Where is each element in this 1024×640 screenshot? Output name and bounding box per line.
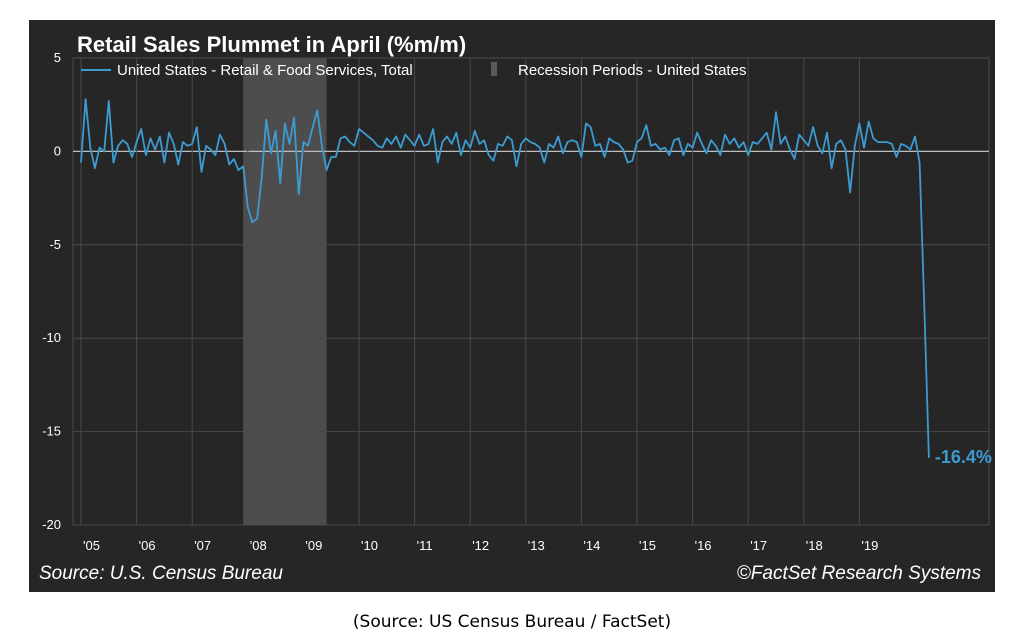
y-tick-label: 5 xyxy=(54,50,61,65)
x-tick-label: '17 xyxy=(750,538,767,553)
x-tick-label: '16 xyxy=(695,538,712,553)
source-note: Source: U.S. Census Bureau xyxy=(39,563,283,584)
x-tick-label: '15 xyxy=(639,538,656,553)
x-tick-label: '10 xyxy=(361,538,378,553)
x-tick-label: '08 xyxy=(250,538,267,553)
x-tick-label: '14 xyxy=(583,538,600,553)
recession-band xyxy=(243,58,327,525)
gridlines xyxy=(72,57,990,526)
y-tick-label: 0 xyxy=(54,143,61,158)
x-tick-label: '09 xyxy=(305,538,322,553)
legend-swatch-recession xyxy=(491,62,497,76)
x-tick-label: '11 xyxy=(417,538,433,553)
x-tick-label: '12 xyxy=(472,538,489,553)
x-tick-label: '05 xyxy=(83,538,100,553)
factset-credit: ©FactSet Research Systems xyxy=(737,563,982,584)
legend: United States - Retail & Food Services, … xyxy=(81,62,746,79)
retail-sales-line xyxy=(80,98,930,458)
y-tick-label: -20 xyxy=(42,517,61,532)
axis-tick-labels: 5 0 -5 -10 -15 -20 '05 '06 '07 '08 '09 '10 '11 '12 '13… xyxy=(42,50,878,553)
line-chart: 5 0 -5 -10 -15 -20 '05 '06 '07 '08 '09 '10 '11 '12 '13… xyxy=(39,32,992,584)
y-tick-label: -10 xyxy=(42,330,61,345)
x-tick-label: '06 xyxy=(139,538,156,553)
plot-frame xyxy=(72,57,990,526)
x-tick-label: '19 xyxy=(861,538,878,553)
chart-panel: 5 0 -5 -10 -15 -20 '05 '06 '07 '08 '09 '10 '11 '12 '13… xyxy=(29,20,995,592)
series-layer xyxy=(80,98,930,458)
legend-label-retail-sales: United States - Retail & Food Services, … xyxy=(117,62,413,79)
legend-label-recession: Recession Periods - United States xyxy=(518,62,746,79)
y-tick-label: -5 xyxy=(49,237,61,252)
x-tick-label: '07 xyxy=(194,538,211,553)
y-tick-label: -15 xyxy=(42,424,61,439)
x-tick-label: '18 xyxy=(806,538,823,553)
x-tick-label: '13 xyxy=(528,538,545,553)
last-value-annotation: -16.4% xyxy=(935,447,992,467)
chart-title: Retail Sales Plummet in April (%m/m) xyxy=(77,32,466,57)
recession-band-layer xyxy=(243,58,327,525)
figure-caption: (Source: US Census Bureau / FactSet) xyxy=(352,612,672,632)
